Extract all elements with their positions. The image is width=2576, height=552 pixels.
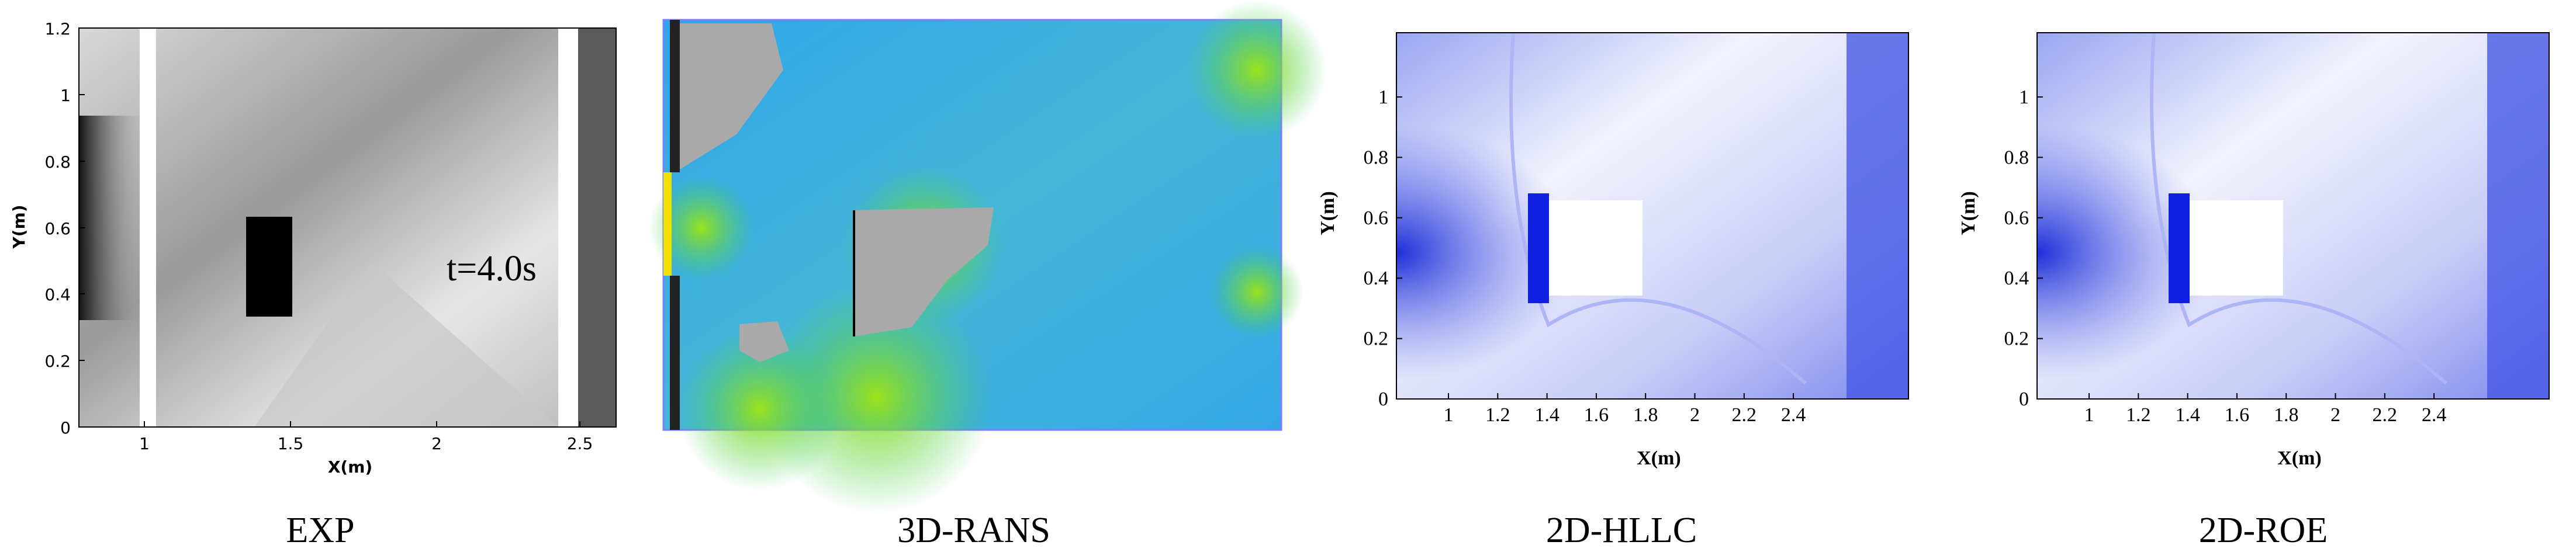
x-tick-label: 1.8 bbox=[2274, 404, 2299, 426]
x-tick-label: 1.8 bbox=[1633, 404, 1658, 426]
obstacle-front bbox=[2169, 193, 2190, 303]
field-shade bbox=[1396, 33, 1908, 399]
x-tick-label: 2.2 bbox=[1732, 404, 1757, 426]
field-shade bbox=[2037, 33, 2549, 399]
y-tick-label: 0.6 bbox=[1364, 207, 1389, 229]
gray-zone bbox=[854, 207, 994, 336]
y-tick-label: 0.8 bbox=[44, 152, 71, 172]
caption: EXP bbox=[286, 511, 354, 550]
x-axis-label: X(m) bbox=[2277, 447, 2322, 469]
dark-band bbox=[1847, 33, 1908, 399]
x-axis-label: X(m) bbox=[1637, 447, 1681, 469]
y-tick-label: 0.8 bbox=[2004, 147, 2029, 168]
y-axis-label: Y(m) bbox=[9, 204, 29, 249]
y-tick-label: 0.2 bbox=[44, 352, 71, 371]
y-tick-label: 1 bbox=[2019, 86, 2029, 108]
gray-zone bbox=[739, 321, 789, 362]
green-zone bbox=[649, 175, 754, 280]
y-tick-label: 0.2 bbox=[2004, 328, 2029, 350]
wave bbox=[2150, 32, 2447, 385]
x-tick-label: 2.4 bbox=[2422, 404, 2447, 426]
x-tick-label: 2.4 bbox=[1781, 404, 1806, 426]
shade bbox=[254, 262, 558, 427]
x-tick-label: 2 bbox=[2330, 404, 2340, 426]
x-axis-label: X(m) bbox=[328, 457, 372, 477]
obstacle bbox=[246, 217, 292, 317]
wall bbox=[670, 20, 680, 172]
x-tick-label: 2 bbox=[1690, 404, 1700, 426]
y-tick-label: 0.2 bbox=[1364, 328, 1389, 350]
obstacle bbox=[2190, 200, 2283, 296]
y-tick-label: 0 bbox=[2019, 388, 2029, 410]
x-tick-label: 1.4 bbox=[1534, 404, 1560, 426]
y-axis-label: Y(m) bbox=[1317, 191, 1339, 235]
dark-band bbox=[578, 28, 616, 427]
caption: 2D-ROE bbox=[2199, 511, 2328, 550]
y-tick-label: 0.4 bbox=[1364, 268, 1389, 289]
y-tick-label: 1.2 bbox=[44, 19, 71, 39]
panel: EXP 1 1.5 2 2.5 0 0.2 0.4 0.6 0.8 1 1.2 X(m) Y(m) t=4.… bbox=[9, 19, 617, 550]
obstacle-front bbox=[1528, 193, 1549, 303]
green-zone bbox=[1210, 245, 1303, 339]
panel: 2D-HLLC 1 1.2 1.4 1.6 1.8 2 2.2 2.4 0 0.2 0.4 0.6 0.8… bbox=[1317, 32, 1909, 550]
y-tick-label: 0.8 bbox=[1364, 147, 1389, 168]
y-tick-label: 0 bbox=[60, 418, 71, 438]
dark-band bbox=[2487, 33, 2549, 399]
x-tick-label: 1 bbox=[139, 434, 150, 453]
caption: 3D-RANS bbox=[897, 511, 1050, 550]
y-tick-label: 1 bbox=[1378, 86, 1388, 108]
stripe bbox=[558, 28, 578, 427]
y-tick-label: 0.6 bbox=[2004, 207, 2029, 229]
x-tick-label: 1.6 bbox=[2225, 404, 2250, 426]
x-tick-label: 1.5 bbox=[278, 434, 304, 453]
inflow bbox=[663, 172, 672, 276]
green-zone bbox=[678, 327, 842, 491]
x-tick-label: 1.2 bbox=[1485, 404, 1510, 426]
wall bbox=[670, 276, 680, 430]
x-tick-label: 1 bbox=[2084, 404, 2094, 426]
plot-frame bbox=[1396, 32, 1909, 400]
caption: 2D-HLLC bbox=[1546, 511, 1697, 550]
x-tick-label: 2 bbox=[431, 434, 442, 453]
panel: 3D-RANS bbox=[649, 0, 1327, 550]
x-tick-label: 1 bbox=[1444, 404, 1454, 426]
y-tick-label: 0.4 bbox=[2004, 268, 2029, 289]
x-tick-label: 1.4 bbox=[2175, 404, 2200, 426]
wave bbox=[1509, 32, 1807, 385]
y-axis-label: Y(m) bbox=[1958, 191, 1979, 235]
y-tick-label: 0.6 bbox=[44, 219, 71, 238]
y-tick-label: 1 bbox=[60, 86, 71, 105]
x-tick-label: 1.2 bbox=[2126, 404, 2151, 426]
shade bbox=[79, 116, 149, 320]
y-tick-label: 0 bbox=[1378, 388, 1388, 410]
stripe bbox=[140, 28, 156, 427]
gray-zone bbox=[680, 23, 783, 169]
y-tick-label: 0.4 bbox=[44, 285, 71, 304]
obstacle bbox=[1549, 200, 1643, 296]
x-tick-label: 1.6 bbox=[1584, 404, 1609, 426]
annotation: t=4.0s bbox=[447, 249, 537, 289]
green-zone bbox=[1187, 0, 1327, 140]
panel: 2D-ROE 1 1.2 1.4 1.6 1.8 2 2.2 2.4 0 0.2 0.4 0.6 0.8 1… bbox=[1958, 32, 2550, 550]
x-tick-label: 2.5 bbox=[567, 434, 593, 453]
x-tick-label: 2.2 bbox=[2373, 404, 2398, 426]
plot-frame bbox=[2036, 32, 2550, 400]
